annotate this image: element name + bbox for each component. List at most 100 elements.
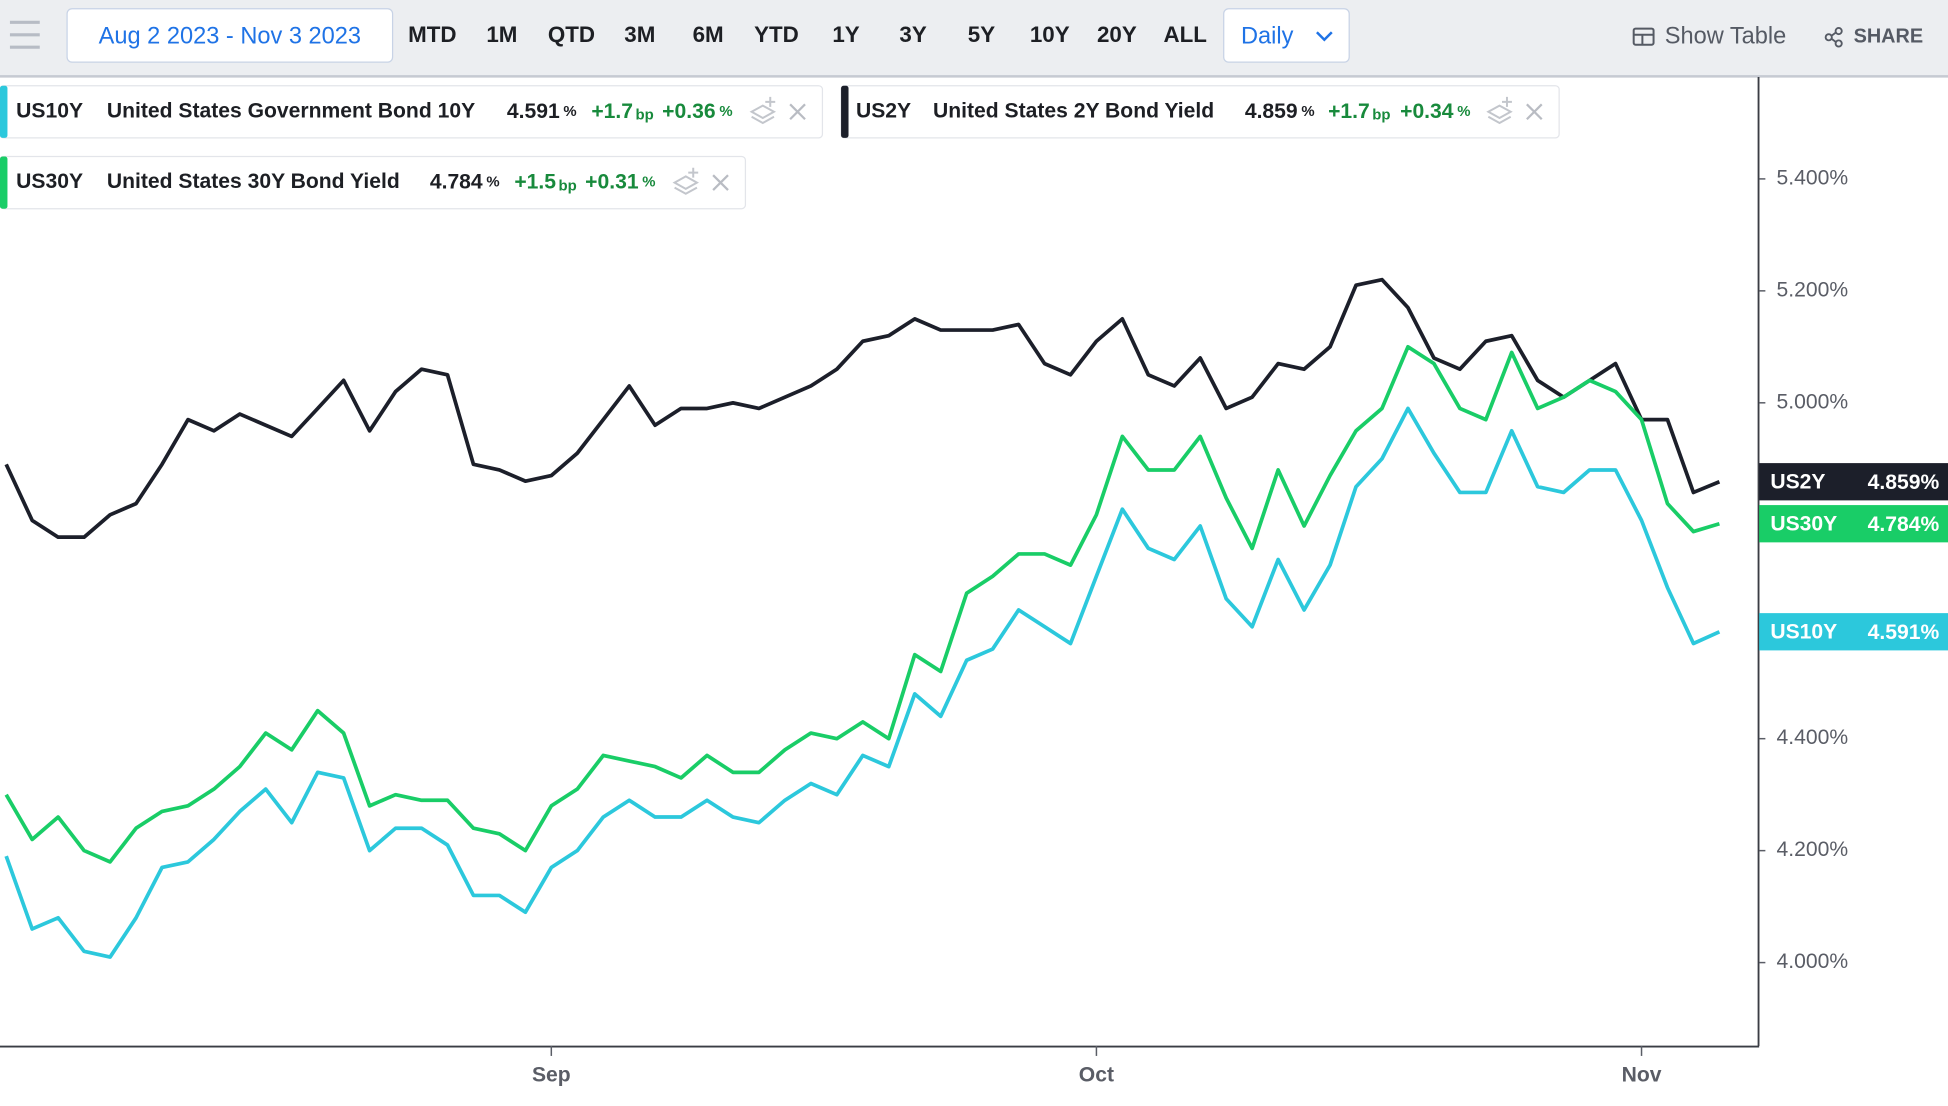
layers-icon[interactable]	[1486, 96, 1513, 125]
badge-value: 4.784%	[1868, 513, 1940, 536]
unit: %	[1457, 104, 1470, 120]
legend-change: +1.5 bp	[514, 170, 576, 194]
badge-symbol: US10Y	[1770, 621, 1837, 644]
x-tick-label: Oct	[1079, 1063, 1114, 1086]
legend-color	[0, 156, 8, 209]
line-series	[4, 277, 1721, 540]
last-value: 4.784	[430, 170, 483, 193]
y-tick-label: 5.000%	[1777, 390, 1849, 413]
chevron[interactable]	[1316, 31, 1333, 42]
range-button[interactable]: MTD	[408, 22, 456, 47]
legend-last: 4.784%	[430, 170, 500, 193]
unit: %	[486, 175, 499, 191]
interval[interactable]: Daily	[1241, 24, 1294, 50]
badge-unit: %	[1921, 621, 1940, 644]
line-series	[4, 344, 1720, 864]
range-button[interactable]: ALL	[1163, 22, 1206, 47]
layers-icon[interactable]	[672, 167, 700, 195]
price-badge	[1759, 463, 1948, 501]
layers-shape	[672, 167, 700, 195]
range-button[interactable]: 20Y	[1097, 22, 1137, 47]
legend-card: US10Y United States Government Bond 10Y 4.…	[0, 85, 824, 139]
last-value: 4.591	[507, 99, 560, 122]
change: +1.7	[1328, 99, 1370, 122]
change: +1.7	[591, 99, 633, 122]
share[interactable]: SHARE	[1854, 26, 1924, 48]
unit: %	[1301, 104, 1314, 120]
legend-card: US2Y United States 2Y Bond Yield 4.859% +1.…	[840, 85, 1560, 139]
change-unit: bp	[559, 178, 577, 194]
badge-symbol: US30Y	[1770, 513, 1837, 536]
badge-unit: %	[1921, 471, 1940, 494]
badge-last: 4.591	[1868, 621, 1921, 644]
layers-shape	[1486, 96, 1513, 125]
show-table[interactable]: Show Table	[1665, 24, 1787, 50]
change-pct: +0.34	[1400, 99, 1454, 122]
y-tick-label: 5.400%	[1777, 166, 1849, 189]
price-badge	[1759, 613, 1948, 651]
badge-last: 4.859	[1868, 471, 1921, 494]
y-tick-label: 5.200%	[1777, 278, 1849, 301]
range-button[interactable]: 5Y	[968, 22, 995, 47]
legend-change: +1.7 bp	[1328, 99, 1390, 123]
legend-description: United States Government Bond 10Y	[107, 99, 475, 122]
legend-change-pct: +0.34%	[1400, 99, 1470, 122]
unit: %	[563, 104, 576, 120]
legend-change: +1.7 bp	[591, 99, 653, 123]
change-pct: +0.31	[585, 170, 639, 193]
date-range-box[interactable]	[66, 8, 394, 63]
range-button[interactable]: 6M	[693, 22, 724, 47]
date-range[interactable]: Aug 2 2023 - Nov 3 2023	[99, 24, 361, 50]
range-button[interactable]: 3M	[624, 22, 655, 47]
legend-card-bg	[0, 85, 824, 139]
legend-last: 4.591%	[507, 99, 577, 122]
legend-symbol: US30Y	[16, 170, 83, 193]
legend-description: United States 2Y Bond Yield	[933, 99, 1214, 122]
legend-change-pct: +0.36%	[662, 99, 732, 122]
legend-symbol: US10Y	[16, 99, 83, 122]
unit: %	[642, 175, 655, 191]
badge-symbol: US2Y	[1770, 471, 1825, 494]
close-icon[interactable]	[712, 174, 729, 191]
legend-change-pct: +0.31%	[585, 170, 655, 193]
badge-unit: %	[1921, 513, 1940, 536]
y-tick-label: 4.400%	[1777, 726, 1849, 749]
range-button[interactable]: 10Y	[1030, 22, 1070, 47]
badge-value: 4.859%	[1868, 471, 1940, 494]
legend-card-bg	[0, 155, 747, 210]
change-unit: bp	[1372, 107, 1390, 123]
range-button[interactable]: YTD	[754, 22, 799, 47]
unit: %	[719, 104, 732, 120]
legend-symbol: US2Y	[856, 99, 911, 122]
legend-card: US30Y United States 30Y Bond Yield 4.784% +…	[0, 155, 747, 210]
price-badge	[1759, 505, 1948, 543]
legend-last: 4.859%	[1245, 99, 1315, 122]
y-tick-label: 4.200%	[1777, 838, 1849, 861]
close-icon[interactable]	[789, 103, 806, 121]
x-tick-label: Sep	[532, 1063, 571, 1086]
interval-box[interactable]	[1223, 8, 1350, 63]
change-unit: bp	[636, 107, 654, 123]
badge-last: 4.784	[1868, 513, 1921, 536]
legend-description: United States 30Y Bond Yield	[107, 170, 400, 193]
back-icon[interactable]	[9, 20, 40, 49]
range-button[interactable]: 3Y	[899, 22, 926, 47]
range-button[interactable]: 1Y	[832, 22, 859, 47]
legend-color	[841, 85, 849, 138]
close-icon[interactable]	[1526, 103, 1543, 121]
range-button[interactable]: 1M	[486, 22, 517, 47]
badge-value: 4.591%	[1868, 621, 1940, 644]
layers-icon[interactable]	[749, 96, 777, 125]
table-icon[interactable]	[1632, 27, 1655, 46]
layers-shape	[749, 96, 777, 125]
change: +1.5	[514, 170, 556, 193]
y-tick-label: 4.000%	[1777, 950, 1849, 973]
x-tick-label: Nov	[1622, 1063, 1662, 1086]
share-icon[interactable]	[1824, 27, 1843, 48]
change-pct: +0.36	[662, 99, 715, 122]
range-button[interactable]: QTD	[548, 22, 595, 47]
line-series	[4, 406, 1721, 959]
last-value: 4.859	[1245, 99, 1298, 122]
legend-color	[0, 85, 8, 138]
